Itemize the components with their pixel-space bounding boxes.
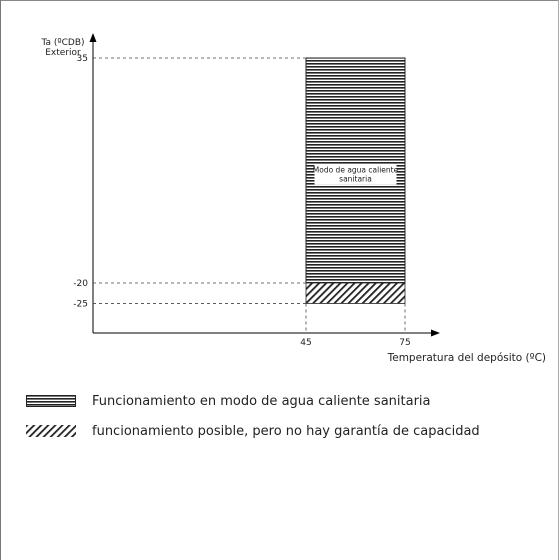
legend-item-no-guarantee: funcionamiento posible, pero no hay gara… [26,421,480,441]
operating-range-chart: Ta (ºCDB) Exterior Temperatura del depós… [40,33,546,364]
region-label-box [314,164,397,185]
region-label-line1: Modo de agua caliente [313,166,399,175]
legend-swatch-horizontal-lines [26,395,76,407]
legend-item-dhw-mode: Funcionamiento en modo de agua caliente … [26,391,431,411]
legend-text-dhw-mode: Funcionamiento en modo de agua caliente … [92,393,431,409]
x-axis-arrow [431,329,440,337]
y-axis-label-line2: Exterior [45,48,81,58]
y-axis-label-line1: Ta (ºCDB) [40,38,84,48]
x-tick-label-45: 45 [300,338,311,348]
region-label-line2: sanitaria [339,175,372,184]
x-tick-label-75: 75 [399,338,410,348]
y-tick-label-minus-20: -20 [73,279,88,289]
region-no-capacity-guarantee [305,282,406,304]
page-border-top [0,0,559,1]
y-tick-label-35: 35 [77,54,88,64]
y-axis-arrow [89,33,97,42]
x-axis-label: Temperatura del depósito (ºC) [387,352,546,364]
page-border-left [0,0,1,560]
legend-text-no-guarantee: funcionamiento posible, pero no hay gara… [92,423,480,439]
y-tick-label-minus-25: -25 [73,299,88,309]
legend-swatch-diagonal-hatch [26,425,76,437]
